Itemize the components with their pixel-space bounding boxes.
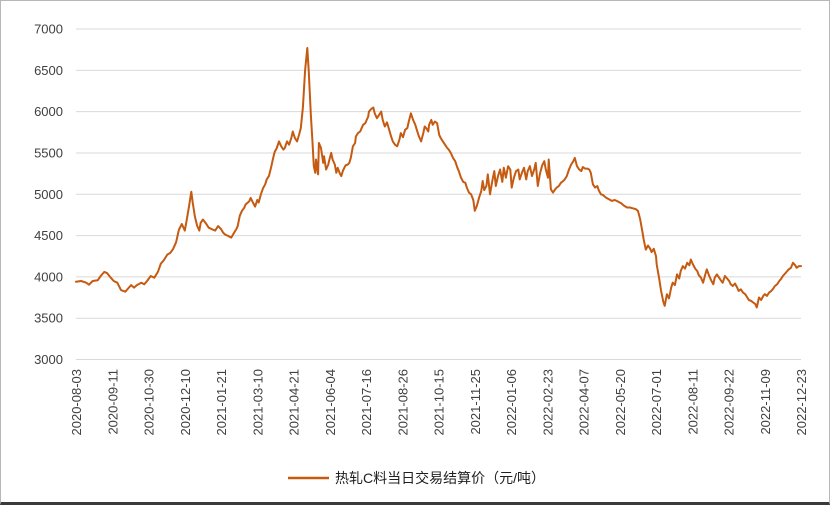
y-axis-label: 3500 — [34, 311, 63, 326]
x-axis-label: 2021-01-21 — [214, 369, 229, 436]
x-axis-label: 2022-02-23 — [540, 369, 555, 436]
y-axis-label: 7000 — [34, 22, 63, 37]
x-axis-label: 2020-08-03 — [69, 369, 84, 436]
y-axis-label: 4000 — [34, 269, 63, 284]
x-axis-label: 2021-08-26 — [395, 369, 410, 436]
y-axis-label: 5500 — [34, 145, 63, 160]
x-axis-label: 2022-11-09 — [758, 369, 773, 435]
x-axis-label: 2022-01-06 — [504, 369, 519, 436]
x-axis-labels-group: 2020-08-03 2020-09-11 2020-10-30 2020-12-10… — [69, 369, 809, 436]
gridlines-group — [76, 28, 801, 360]
x-axis-label: 2022-09-22 — [722, 369, 737, 436]
legend: 热轧C料当日交易结算价（元/吨） — [288, 470, 545, 486]
x-axis-label: 2021-06-04 — [323, 369, 338, 436]
y-axis-labels-group: 7000 6500 6000 5500 5000 4500 4000 3500 3000 — [34, 22, 63, 368]
x-axis-label: 2022-12-23 — [794, 369, 809, 436]
y-axis-label: 3000 — [34, 352, 63, 367]
x-axis-label: 2020-09-11 — [105, 369, 120, 435]
x-axis-label: 2022-04-07 — [577, 369, 592, 436]
x-axis-label: 2021-11-25 — [468, 369, 483, 435]
x-axis-label: 2022-05-20 — [613, 369, 628, 436]
x-axis-label: 2021-07-16 — [359, 369, 374, 436]
legend-label: 热轧C料当日交易结算价（元/吨） — [335, 470, 545, 486]
x-axis-label: 2021-10-15 — [432, 369, 447, 436]
y-axis-label: 5000 — [34, 187, 63, 202]
y-axis-label: 4500 — [34, 228, 63, 243]
x-axis-label: 2022-07-01 — [649, 369, 664, 436]
price-series-line — [75, 47, 802, 309]
x-axis-label: 2020-12-10 — [178, 369, 193, 436]
x-axis-label: 2020-10-30 — [142, 369, 157, 436]
y-axis-label: 6500 — [34, 63, 63, 78]
x-axis-label: 2021-04-21 — [287, 369, 302, 436]
x-axis-label: 2022-08-11 — [685, 369, 700, 435]
y-axis-label: 6000 — [34, 104, 63, 119]
x-axis-label: 2021-03-10 — [250, 369, 265, 436]
